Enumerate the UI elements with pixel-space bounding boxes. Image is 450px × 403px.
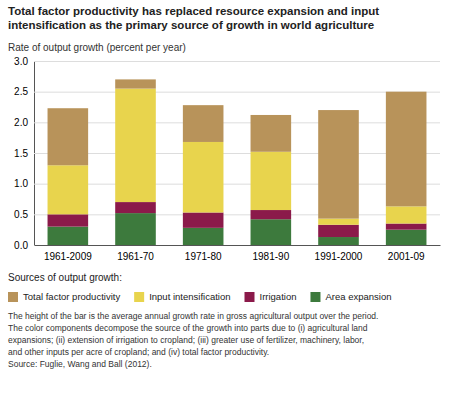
bar-series xyxy=(48,89,427,225)
title-line: Total factor productivity has replaced r… xyxy=(8,5,379,17)
x-tick: 1961-2009 xyxy=(44,245,92,262)
grid-line xyxy=(34,122,440,123)
x-tick: 1981-90 xyxy=(252,245,289,262)
y-tick: 2.5 xyxy=(14,86,440,97)
legend-item: Irrigation xyxy=(245,291,297,302)
bar-segment xyxy=(48,165,89,214)
x-tick: 1991-2000 xyxy=(315,245,363,262)
bar-segment xyxy=(115,202,156,213)
bars xyxy=(48,79,427,245)
grid-line xyxy=(34,245,440,246)
bar-segment xyxy=(318,219,359,225)
x-tick-label: 1981-90 xyxy=(252,251,289,262)
bar-segment xyxy=(183,105,224,142)
legend-title: Sources of output growth: xyxy=(8,272,122,283)
legend-label: Area expansion xyxy=(325,291,391,302)
chart-container: Total factor productivity has replaced r… xyxy=(0,0,450,403)
legend-label: Input intensification xyxy=(149,291,230,302)
legend-label: Irrigation xyxy=(260,291,297,302)
y-tick-label: 2.0 xyxy=(14,117,28,128)
bar-segment xyxy=(386,92,427,207)
footnote: expansions; (ii) extension of irrigation… xyxy=(8,335,364,345)
y-axis-title: Rate of output growth (percent per year) xyxy=(8,42,186,53)
bar-segment xyxy=(386,206,427,223)
legend-swatch xyxy=(134,292,144,302)
bar-segment xyxy=(48,227,89,245)
bar-segment xyxy=(386,230,427,245)
bar-segment xyxy=(251,115,292,152)
title: Total factor productivity has replaced r… xyxy=(8,5,379,31)
bar-segment xyxy=(251,152,292,210)
x-axis-line xyxy=(35,245,441,246)
plot: 0.0 0.5 1.0 1.5 2.0 2.5 3.0 1961-2009 1961-70 197… xyxy=(14,56,440,262)
bar-segment xyxy=(183,142,224,213)
bar-segment xyxy=(318,225,359,237)
legend-item: Total factor productivity xyxy=(8,291,120,302)
legend-swatch xyxy=(8,292,18,302)
bar-segment xyxy=(115,89,156,202)
y-tick-label: 1.5 xyxy=(14,148,28,159)
title-line: intensification as the primary source of… xyxy=(8,19,374,31)
x-tick: 1961-70 xyxy=(117,245,154,262)
bar-series xyxy=(48,202,427,237)
legend-item: Input intensification xyxy=(134,291,230,302)
y-axis: 0.0 0.5 1.0 1.5 2.0 2.5 3.0 xyxy=(14,56,440,251)
footnote: Source: Fuglie, Wang and Ball (2012). xyxy=(8,359,152,369)
x-tick-label: 1991-2000 xyxy=(315,251,363,262)
x-tick-label: 1971-80 xyxy=(185,251,222,262)
y-tick-label: 3.0 xyxy=(14,56,28,67)
grid-line xyxy=(34,61,440,62)
y-tick: 3.0 xyxy=(14,56,440,67)
x-tick-label: 2001-09 xyxy=(388,251,425,262)
grid-line xyxy=(34,92,440,93)
bar-segment xyxy=(48,214,89,226)
legend-swatch xyxy=(310,292,320,302)
footnote: The color components decompose the sourc… xyxy=(8,323,368,333)
bar-segment xyxy=(183,212,224,227)
legend-item: Area expansion xyxy=(310,291,391,302)
footnote: The height of the bar is the average ann… xyxy=(8,311,378,321)
y-tick-label: 2.5 xyxy=(14,86,28,97)
bar-segment xyxy=(318,110,359,219)
legend-label: Total factor productivity xyxy=(23,291,120,302)
bar-segment xyxy=(251,210,292,219)
x-axis: 1961-2009 1961-70 1971-80 1981-90 1991-2000 2… xyxy=(35,245,441,262)
y-tick-label: 0.0 xyxy=(14,240,28,251)
bar-segment xyxy=(115,79,156,88)
x-tick-label: 1961-70 xyxy=(117,251,154,262)
grid-line xyxy=(34,153,440,154)
x-tick-label: 1961-2009 xyxy=(44,251,92,262)
x-tick: 1971-80 xyxy=(185,245,222,262)
bar-segment xyxy=(318,237,359,245)
bar-series xyxy=(48,79,427,218)
y-tick-label: 1.0 xyxy=(14,178,28,189)
legend-swatch xyxy=(245,292,255,302)
legend: Total factor productivity Input intensifi… xyxy=(8,291,392,302)
grid-line xyxy=(34,214,440,215)
bar-segment xyxy=(183,228,224,245)
grid-line xyxy=(34,184,440,185)
footnote: and other inputs per acre of cropland; a… xyxy=(8,347,269,357)
chart-svg: Total factor productivity has replaced r… xyxy=(0,0,450,403)
y-tick-label: 0.5 xyxy=(14,209,28,220)
bar-segment xyxy=(251,219,292,245)
bar-segment xyxy=(115,213,156,245)
bar-segment xyxy=(48,108,89,165)
bar-series xyxy=(48,213,427,245)
x-tick: 2001-09 xyxy=(388,245,425,262)
bar-segment xyxy=(386,224,427,230)
